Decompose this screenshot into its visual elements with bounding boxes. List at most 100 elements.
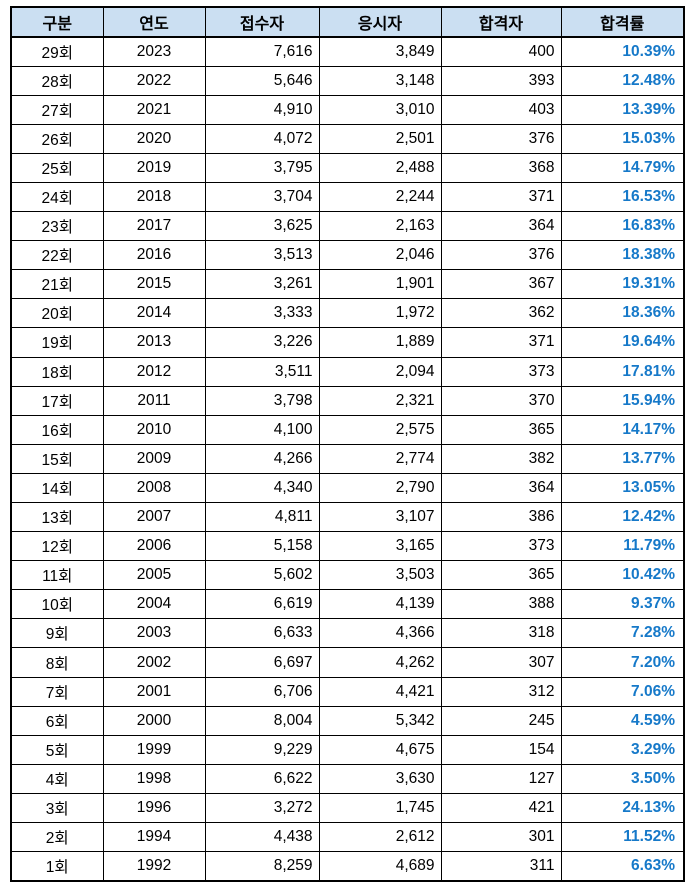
cell-registered: 6,633 [204,618,320,649]
cell-year: 2015 [102,269,206,300]
cell-registered: 3,795 [204,152,320,183]
cell-year: 2009 [102,443,206,474]
cell-taken: 2,163 [318,211,442,242]
table-row: 8회 2002 6,697 4,262 307 7.20% [10,647,685,678]
cell-passed: 154 [440,734,562,765]
cell-rate: 14.79% [560,152,685,183]
cell-passed: 386 [440,501,562,533]
cell-taken: 4,262 [318,647,442,678]
cell-taken: 2,321 [318,385,442,416]
cell-year: 2005 [102,560,206,591]
cell-registered: 4,811 [204,501,320,533]
cell-rate: 15.03% [560,123,685,154]
cell-round: 22회 [10,240,104,271]
cell-taken: 2,501 [318,123,442,154]
cell-taken: 4,689 [318,851,442,882]
table-row: 7회 2001 6,706 4,421 312 7.06% [10,676,685,707]
col-header-registered: 접수자 [204,6,320,38]
cell-rate: 7.28% [560,618,685,649]
cell-taken: 3,010 [318,94,442,125]
cell-rate: 13.05% [560,472,685,504]
table-row: 15회 2009 4,266 2,774 382 13.77% [10,443,685,474]
cell-round: 12회 [10,531,104,562]
table-row: 27회 2021 4,910 3,010 403 13.39% [10,94,685,125]
cell-passed: 318 [440,618,562,649]
cell-round: 26회 [10,123,104,154]
cell-year: 2016 [102,240,206,271]
table-row: 11회 2005 5,602 3,503 365 10.42% [10,560,685,591]
cell-taken: 2,612 [318,822,442,853]
cell-taken: 2,488 [318,152,442,183]
cell-registered: 4,072 [204,123,320,154]
cell-round: 15회 [10,443,104,474]
cell-passed: 301 [440,822,562,853]
cell-rate: 19.31% [560,269,685,300]
cell-registered: 6,619 [204,589,320,620]
cell-passed: 376 [440,123,562,154]
table-row: 5회 1999 9,229 4,675 154 3.29% [10,734,685,765]
cell-rate: 7.06% [560,676,685,707]
cell-registered: 5,602 [204,560,320,591]
table-row: 9회 2003 6,633 4,366 318 7.28% [10,618,685,649]
cell-taken: 2,094 [318,356,442,387]
cell-registered: 6,697 [204,647,320,678]
cell-taken: 3,148 [318,65,442,96]
cell-passed: 368 [440,152,562,183]
cell-registered: 5,158 [204,531,320,562]
cell-round: 6회 [10,705,104,736]
cell-year: 2003 [102,618,206,649]
cell-year: 2011 [102,385,206,416]
cell-taken: 3,630 [318,763,442,794]
cell-passed: 373 [440,531,562,562]
cell-year: 2023 [102,36,206,67]
cell-registered: 3,272 [204,792,320,824]
cell-passed: 367 [440,269,562,300]
cell-round: 20회 [10,298,104,329]
cell-round: 18회 [10,356,104,387]
cell-registered: 8,259 [204,851,320,882]
cell-passed: 370 [440,385,562,416]
table-row: 6회 2000 8,004 5,342 245 4.59% [10,705,685,736]
cell-registered: 3,511 [204,356,320,387]
cell-registered: 3,513 [204,240,320,271]
cell-year: 2012 [102,356,206,387]
col-header-category: 구분 [10,6,104,38]
cell-passed: 376 [440,240,562,271]
col-header-pass-rate: 합격률 [560,6,685,38]
cell-year: 2000 [102,705,206,736]
cell-taken: 3,503 [318,560,442,591]
cell-year: 2013 [102,327,206,358]
table-row: 13회 2007 4,811 3,107 386 12.42% [10,501,685,533]
cell-year: 2007 [102,501,206,533]
cell-rate: 18.36% [560,298,685,329]
cell-round: 5회 [10,734,104,765]
table-row: 23회 2017 3,625 2,163 364 16.83% [10,211,685,242]
cell-registered: 5,646 [204,65,320,96]
cell-rate: 16.83% [560,211,685,242]
cell-passed: 311 [440,851,562,882]
cell-year: 2001 [102,676,206,707]
cell-rate: 3.29% [560,734,685,765]
cell-passed: 400 [440,36,562,67]
table-row: 19회 2013 3,226 1,889 371 19.64% [10,327,685,358]
cell-rate: 10.42% [560,560,685,591]
cell-registered: 3,261 [204,269,320,300]
cell-year: 2017 [102,211,206,242]
cell-registered: 3,333 [204,298,320,329]
table-row: 17회 2011 3,798 2,321 370 15.94% [10,385,685,416]
cell-year: 1999 [102,734,206,765]
cell-rate: 3.50% [560,763,685,794]
cell-taken: 1,901 [318,269,442,300]
cell-year: 1994 [102,822,206,853]
cell-registered: 8,004 [204,705,320,736]
cell-taken: 5,342 [318,705,442,736]
cell-round: 27회 [10,94,104,125]
cell-registered: 4,438 [204,822,320,853]
cell-passed: 371 [440,181,562,213]
cell-taken: 4,366 [318,618,442,649]
cell-passed: 393 [440,65,562,96]
exam-statistics-sheet: 구분 연도 접수자 응시자 합격자 합격률 29회 2023 7,616 3,849 4… [10,6,685,882]
cell-year: 2004 [102,589,206,620]
cell-year: 2006 [102,531,206,562]
cell-taken: 3,849 [318,36,442,67]
